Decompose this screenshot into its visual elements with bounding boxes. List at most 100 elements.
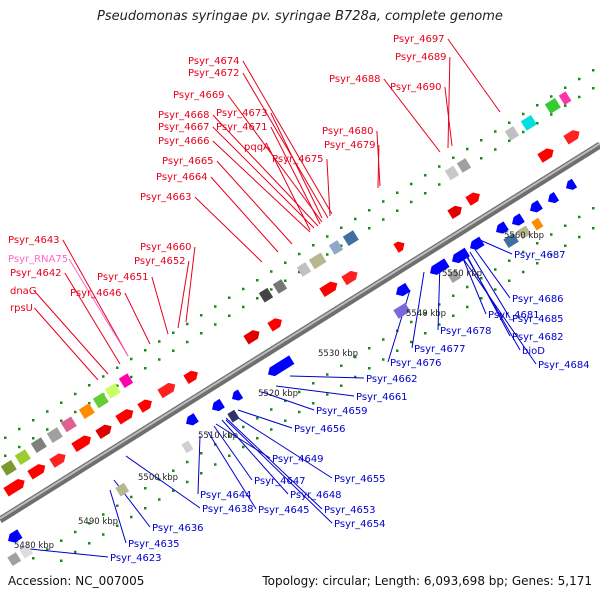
gene-block <box>296 262 312 277</box>
forward-gene-label: rpsU <box>10 303 33 314</box>
reverse-gene-arrow <box>396 282 411 297</box>
leader-line <box>68 258 129 357</box>
tick-dot <box>564 86 567 89</box>
tick-dot <box>424 312 427 315</box>
tick-dot <box>564 104 567 107</box>
tick-dot <box>438 323 441 326</box>
forward-gene-arrow <box>95 424 112 439</box>
tick-dot <box>256 437 259 440</box>
tick-dot <box>312 402 315 405</box>
tick-dot <box>522 270 525 274</box>
tick-dot <box>130 375 133 379</box>
tick-dot <box>256 297 259 300</box>
tick-dot <box>284 261 287 264</box>
tick-dot <box>536 242 539 245</box>
reverse-gene-label: Psyr_4638 <box>202 504 254 515</box>
tick-dot <box>536 122 539 125</box>
forward-gene <box>95 424 112 439</box>
tick-dot <box>466 305 469 309</box>
leader-line <box>275 385 355 397</box>
forward-gene <box>563 130 580 145</box>
tick-dot <box>382 338 385 341</box>
forward-gene <box>267 318 282 332</box>
forward-gene-label: Psyr_4664 <box>156 172 208 183</box>
forward-gene-arrow <box>27 464 46 480</box>
leader-line <box>225 417 323 510</box>
tick-dot <box>60 419 63 422</box>
gene-block <box>258 287 274 303</box>
tick-dot <box>46 428 49 431</box>
gene-block <box>78 403 95 419</box>
tick-dot <box>242 445 245 449</box>
reverse-gene-arrow <box>530 200 543 213</box>
leader-line <box>289 375 365 379</box>
gene-block <box>181 440 194 454</box>
reverse-gene-label: Psyr_4685 <box>512 314 564 325</box>
reverse-gene-arrow <box>548 191 560 204</box>
forward-gene-label: Psyr_4689 <box>395 52 447 63</box>
scale-label: 5550 kbp <box>442 269 482 279</box>
tick-dot <box>60 401 63 404</box>
forward-gene <box>71 435 91 452</box>
leader-line <box>227 94 323 223</box>
forward-gene-label: Psyr_4666 <box>158 136 210 147</box>
forward-gene-arrow <box>243 330 260 345</box>
reverse-gene-label: Psyr_4686 <box>512 294 564 305</box>
reverse-gene <box>566 178 578 190</box>
leader-line <box>124 292 151 345</box>
tick-dot <box>158 340 161 343</box>
reverse-gene-label: Psyr_4653 <box>324 505 376 516</box>
tick-dot <box>578 235 581 239</box>
forward-gene <box>319 281 338 297</box>
leader-line <box>207 431 257 510</box>
reverse-gene <box>232 389 244 401</box>
forward-gene <box>183 370 198 384</box>
leader-line <box>437 261 441 331</box>
forward-gene <box>49 453 66 468</box>
forward-gene-arrow <box>563 130 580 145</box>
scale-label: 5480 kbp <box>14 541 54 551</box>
tick-dot <box>410 320 413 324</box>
tick-dot <box>270 408 273 411</box>
forward-gene-arrow <box>115 409 134 425</box>
forward-gene-arrow <box>319 281 338 297</box>
reverse-gene <box>186 413 199 426</box>
tick-dot <box>424 174 427 177</box>
tick-dot <box>186 322 189 326</box>
reverse-gene-label: Psyr_4648 <box>290 490 342 501</box>
tick-dot <box>494 268 497 271</box>
reverse-gene-label: bioD <box>522 346 545 357</box>
tick-dot <box>480 297 483 300</box>
tick-dot <box>172 331 175 334</box>
tick-dot <box>326 253 329 256</box>
tick-dot <box>578 95 581 99</box>
scale-label: 5510 kbp <box>198 431 238 441</box>
tick-dot <box>284 419 287 422</box>
gene-block <box>60 416 77 433</box>
tick-dot <box>480 277 483 280</box>
tick-dot <box>228 296 231 299</box>
tick-dot <box>256 417 259 420</box>
gene-block <box>30 437 47 453</box>
tick-dot <box>46 548 49 551</box>
gene-block <box>308 252 327 270</box>
tick-dot <box>536 262 539 265</box>
forward-gene <box>3 479 25 497</box>
leader-line <box>215 423 271 459</box>
leader-line <box>479 239 513 255</box>
tick-dot <box>18 445 21 449</box>
tick-dot <box>466 285 469 289</box>
leader-line <box>469 251 511 319</box>
reverse-gene-label: Psyr_4655 <box>334 474 386 485</box>
scale-label: 5500 kbp <box>138 473 178 483</box>
tick-dot <box>256 279 259 282</box>
tick-dot <box>200 472 203 475</box>
reverse-gene-arrow <box>268 355 295 377</box>
tick-dot <box>158 498 161 501</box>
tick-dot <box>228 434 231 437</box>
tick-dot <box>298 252 301 256</box>
forward-gene-label: Psyr_4668 <box>158 110 210 121</box>
tick-dot <box>284 279 287 282</box>
leader-line <box>387 289 411 363</box>
